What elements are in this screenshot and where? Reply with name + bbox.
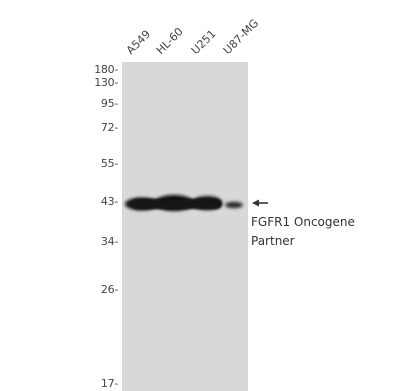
marker-43: 43- [100,195,118,208]
marker-17: 17- [100,377,118,390]
marker-72: 72- [100,121,118,134]
band-u87-mg [225,201,243,209]
marker-26: 26- [100,283,118,296]
marker-95: 95- [100,97,118,110]
target-protein-label: FGFR1 Oncogene Partner [251,213,391,251]
arrow-left-icon [252,199,268,207]
target-label-line2: Partner [251,234,295,248]
target-label-line1: FGFR1 Oncogene [251,215,355,229]
marker-55: 55- [100,157,118,170]
marker-130: 130- [94,76,118,89]
band-connector [132,199,222,209]
marker-180: 180- [94,63,118,76]
membrane [122,62,248,391]
marker-34: 34- [100,235,118,248]
